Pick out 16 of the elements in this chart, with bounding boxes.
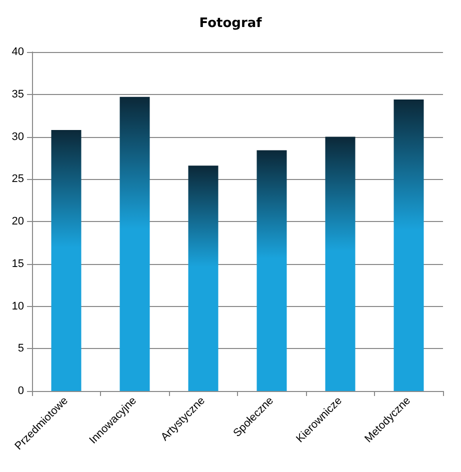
y-tick-label: 25 xyxy=(12,173,24,186)
chart-title: Fotograf xyxy=(199,16,262,31)
y-tick-label: 40 xyxy=(12,46,24,58)
bar xyxy=(51,130,82,391)
y-tick-label: 20 xyxy=(12,216,24,228)
y-tick-label: 0 xyxy=(18,385,24,397)
bar xyxy=(188,166,218,391)
bar xyxy=(120,96,150,391)
y-tick-label: 35 xyxy=(12,88,24,100)
bar xyxy=(256,150,287,391)
y-tick-label: 5 xyxy=(18,342,24,355)
bar xyxy=(325,136,356,391)
y-tick-label: 15 xyxy=(12,258,24,270)
bar xyxy=(394,99,424,391)
y-tick-label: 30 xyxy=(12,130,24,143)
y-tick-label: 10 xyxy=(12,300,24,312)
